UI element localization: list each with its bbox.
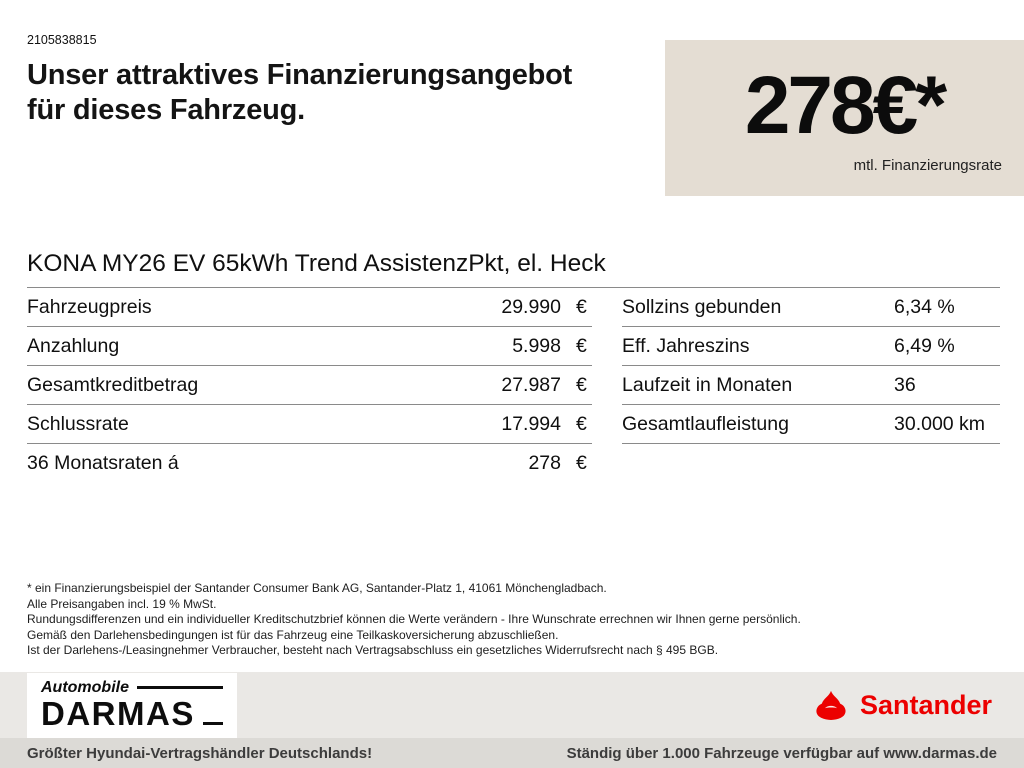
- monthly-rate-label: mtl. Finanzierungsrate: [853, 156, 1002, 174]
- row-unit: €: [576, 412, 587, 435]
- table-row-schlussrate: Schlussrate 17.994 €: [27, 405, 592, 444]
- row-label: 36 Monatsraten á: [27, 452, 179, 474]
- row-value: 29.990: [501, 295, 561, 318]
- row-label: Laufzeit in Monaten: [622, 373, 793, 396]
- row-label: Gesamtkreditbetrag: [27, 373, 199, 396]
- fine-print-line: Rundungsdifferenzen und ein individuelle…: [27, 612, 801, 626]
- table-row-fahrzeugpreis: Fahrzeugpreis 29.990 €: [27, 288, 592, 327]
- row-value: 30.000 km: [894, 412, 986, 435]
- row-value: 36: [894, 373, 916, 396]
- row-unit: €: [576, 334, 587, 357]
- table-row-gesamtlaufleistung: Gesamtlaufleistung 30.000 km: [622, 405, 1000, 444]
- offer-reference-number: 2105838815: [27, 33, 97, 47]
- fine-print-line: * ein Finanzierungsbeispiel der Santande…: [27, 581, 607, 595]
- table-row-jahreszins: Eff. Jahreszins 6,49 %: [622, 327, 1000, 366]
- row-value: 27.987: [501, 373, 561, 396]
- table-row-anzahlung: Anzahlung 5.998 €: [27, 327, 592, 366]
- santander-wordmark: Santander: [859, 689, 992, 720]
- row-value: 278: [528, 452, 561, 474]
- row-value: 6,49 %: [894, 334, 955, 357]
- darmas-logo-top: Automobile: [41, 679, 223, 697]
- row-unit: €: [576, 295, 587, 318]
- row-value: 5.998: [512, 334, 561, 357]
- table-row-monatsraten: 36 Monatsraten á 278 €: [27, 444, 592, 483]
- footer: Automobile DARMAS Santander Größter Hyun…: [0, 672, 1024, 768]
- darmas-logo-automobile-label: Automobile: [41, 678, 129, 696]
- row-unit: €: [576, 373, 587, 396]
- fine-print: * ein Finanzierungsbeispiel der Santande…: [27, 581, 996, 659]
- finance-right-column: Sollzins gebunden 6,34 % Eff. Jahreszins…: [622, 288, 1000, 483]
- table-row-sollzins: Sollzins gebunden 6,34 %: [622, 288, 1000, 327]
- finance-table: Fahrzeugpreis 29.990 € Anzahlung 5.998 €…: [27, 288, 1000, 483]
- row-value: 17.994: [501, 412, 561, 435]
- fine-print-line: Ist der Darlehens-/Leasingnehmer Verbrau…: [27, 643, 719, 657]
- darmas-dealer-logo: Automobile DARMAS: [27, 672, 237, 738]
- table-row-laufzeit: Laufzeit in Monaten 36: [622, 366, 1000, 405]
- monthly-rate-amount: 278€*: [744, 59, 947, 151]
- row-value: 6,34 %: [894, 295, 955, 318]
- row-label: Fahrzeugpreis: [27, 295, 152, 318]
- footer-tagline-strip: Größter Hyundai-Vertragshändler Deutschl…: [0, 738, 1024, 768]
- website-tagline: Ständig über 1.000 Fahrzeuge verfügbar a…: [566, 744, 997, 762]
- darmas-logo-name-label: DARMAS: [41, 694, 195, 732]
- headline-line-2: für dieses Fahrzeug.: [27, 94, 306, 127]
- row-label: Gesamtlaufleistung: [622, 412, 789, 435]
- fine-print-line: Alle Preisangaben incl. 19 % MwSt.: [27, 596, 217, 611]
- santander-flame-icon: [816, 690, 846, 720]
- monthly-rate-box: 278€* mtl. Finanzierungsrate: [665, 40, 1024, 196]
- dealer-tagline: Größter Hyundai-Vertragshändler Deutschl…: [27, 744, 373, 762]
- row-unit: €: [576, 452, 587, 474]
- row-label: Sollzins gebunden: [622, 295, 782, 318]
- row-label: Schlussrate: [27, 412, 129, 435]
- darmas-logo-rule-bottom: [202, 721, 223, 725]
- row-label: Eff. Jahreszins: [622, 334, 750, 357]
- table-row-gesamtkreditbetrag: Gesamtkreditbetrag 27.987 €: [27, 366, 592, 405]
- vehicle-title: KONA MY26 EV 65kWh Trend AssistenzPkt, e…: [27, 250, 606, 277]
- darmas-logo-main: DARMAS: [41, 697, 223, 730]
- title-divider: [27, 287, 1000, 288]
- headline-line-1: Unser attraktives Finanzierungsangebot: [27, 59, 573, 91]
- fine-print-line: Gemäß den Darlehensbedingungen ist für d…: [27, 627, 559, 642]
- santander-logo: Santander: [812, 689, 992, 722]
- darmas-logo-rule-top: [137, 686, 223, 689]
- footer-logo-row: Automobile DARMAS Santander: [0, 672, 1024, 738]
- page-title: Unser attraktives Finanzierungsangebot f…: [27, 58, 572, 129]
- finance-left-column: Fahrzeugpreis 29.990 € Anzahlung 5.998 €…: [27, 288, 592, 483]
- row-label: Anzahlung: [27, 334, 120, 357]
